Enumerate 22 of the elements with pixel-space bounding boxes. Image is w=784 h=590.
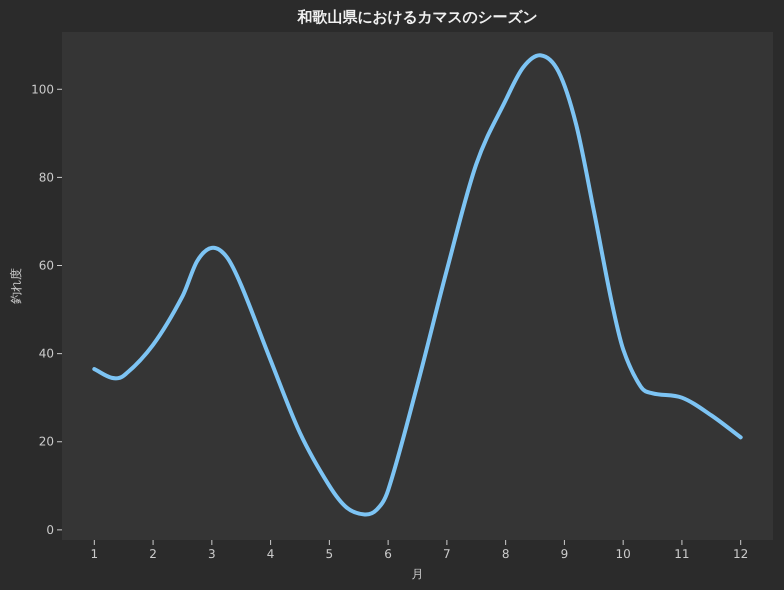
chart-title: 和歌山県におけるカマスのシーズン bbox=[296, 8, 538, 26]
x-axis-title: 月 bbox=[412, 567, 424, 581]
x-tick-label: 10 bbox=[616, 547, 631, 561]
x-tick-label: 8 bbox=[502, 547, 510, 561]
y-tick-label: 0 bbox=[46, 522, 54, 537]
x-tick-label: 2 bbox=[149, 547, 157, 561]
line-series bbox=[92, 53, 743, 516]
x-tick-label: 5 bbox=[326, 547, 334, 561]
x-tick-label: 11 bbox=[674, 547, 690, 561]
x-tick-label: 6 bbox=[384, 547, 392, 561]
y-tick-label: 60 bbox=[38, 258, 54, 273]
y-axis-title: 釣れ度 bbox=[9, 268, 23, 304]
y-tick-label: 20 bbox=[38, 434, 54, 449]
x-tick-label: 1 bbox=[90, 547, 98, 561]
y-tick-label: 80 bbox=[38, 170, 54, 184]
y-tick-label: 100 bbox=[31, 82, 54, 96]
x-tick-label: 7 bbox=[443, 547, 451, 561]
x-tick-label: 9 bbox=[560, 547, 568, 561]
x-tick-label: 3 bbox=[208, 547, 216, 561]
x-tick-label: 12 bbox=[733, 547, 748, 561]
y-tick-label: 40 bbox=[38, 346, 54, 361]
x-tick-label: 4 bbox=[266, 547, 274, 561]
